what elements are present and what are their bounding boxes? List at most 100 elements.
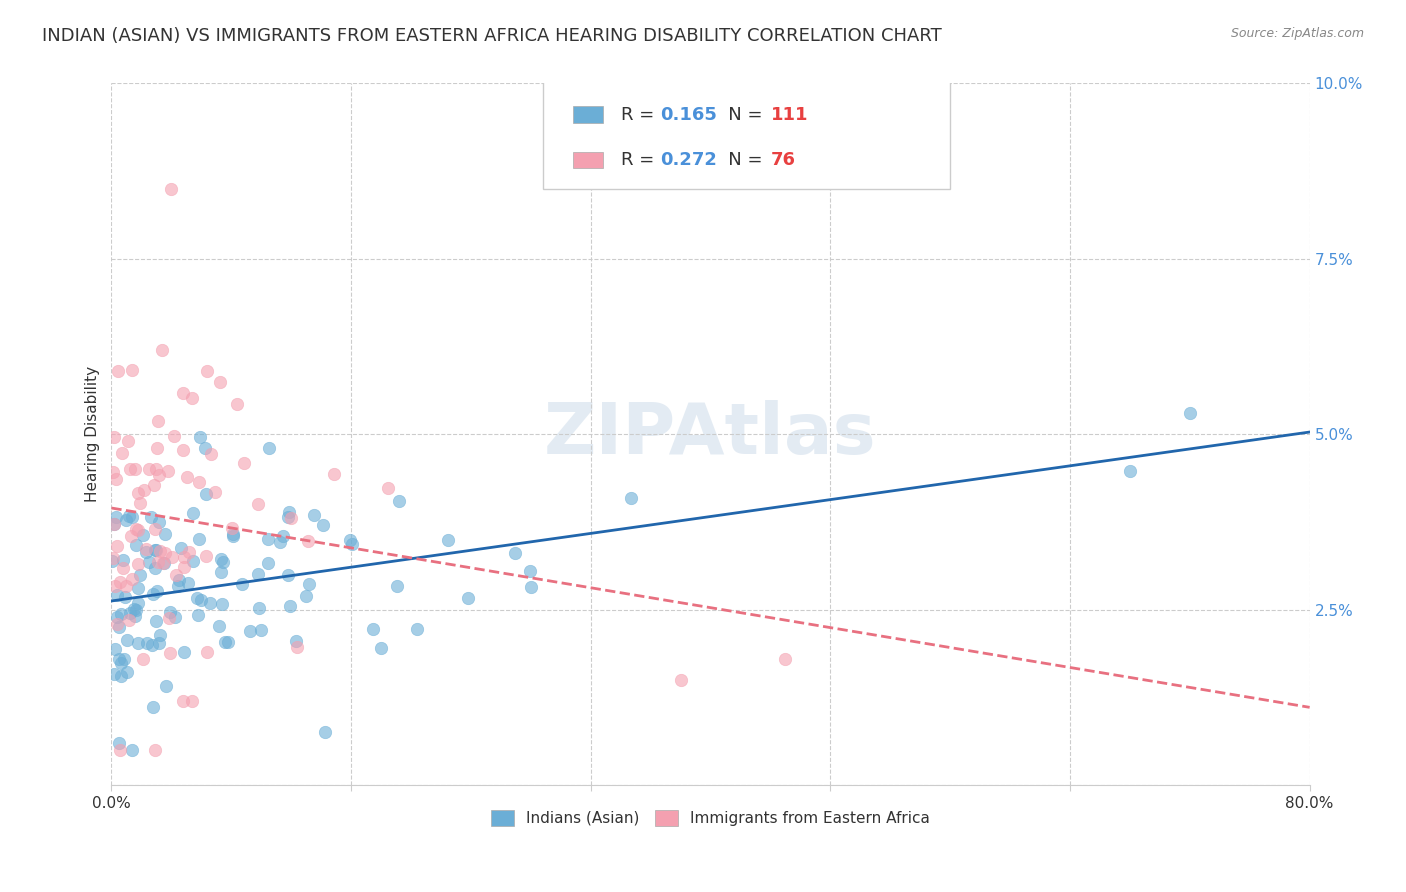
Point (121, 363, 143, 377)
Point (110, 669, 132, 683)
Text: 0.272: 0.272 (661, 151, 717, 169)
Point (127, 523, 149, 537)
Point (148, 628, 170, 642)
Point (247, 600, 270, 615)
Point (121, 743, 143, 757)
Point (339, 533, 361, 548)
Point (277, 568, 299, 582)
Point (294, 589, 316, 603)
Point (212, 555, 235, 569)
Point (620, 491, 643, 506)
Point (110, 743, 132, 757)
Point (118, 606, 141, 620)
Point (148, 555, 170, 569)
Point (153, 526, 176, 541)
Point (519, 564, 541, 578)
Point (238, 624, 260, 638)
Point (105, 539, 128, 553)
Point (142, 699, 165, 714)
Point (125, 538, 148, 552)
Point (186, 591, 208, 606)
Point (188, 532, 211, 546)
Point (152, 556, 174, 570)
Point (124, 609, 146, 624)
Point (127, 582, 149, 596)
Point (520, 581, 543, 595)
Point (118, 508, 141, 523)
Point (323, 467, 346, 481)
Point (297, 533, 319, 548)
Point (188, 430, 211, 444)
Point (198, 596, 221, 610)
Point (221, 521, 243, 535)
Point (138, 555, 160, 569)
Point (112, 652, 135, 666)
Point (103, 430, 125, 444)
Point (278, 599, 301, 613)
Point (385, 579, 408, 593)
Point (277, 510, 299, 524)
Point (143, 743, 166, 757)
Point (135, 541, 157, 556)
Point (165, 567, 187, 582)
Point (180, 391, 202, 405)
Point (503, 546, 526, 560)
Point (190, 592, 212, 607)
Point (231, 576, 253, 591)
Point (142, 587, 165, 601)
Point (209, 565, 232, 579)
Point (342, 537, 364, 551)
Point (105, 617, 128, 632)
Point (436, 533, 458, 547)
Point (149, 544, 172, 558)
Point (115, 579, 138, 593)
Point (257, 442, 280, 456)
Point (208, 619, 231, 633)
Point (195, 549, 218, 563)
Point (669, 673, 692, 687)
Point (118, 613, 141, 627)
Point (143, 543, 166, 558)
Point (108, 574, 131, 589)
Point (143, 560, 166, 574)
Point (302, 508, 325, 523)
Point (103, 516, 125, 531)
Point (145, 461, 167, 475)
Point (125, 522, 148, 536)
Point (377, 481, 399, 495)
Text: Source: ZipAtlas.com: Source: ZipAtlas.com (1230, 27, 1364, 40)
Point (139, 509, 162, 524)
Point (110, 607, 132, 622)
Point (406, 622, 429, 636)
Point (121, 572, 143, 586)
Point (221, 526, 243, 541)
Point (120, 529, 142, 543)
Point (361, 622, 384, 636)
Point (246, 497, 269, 511)
Text: N =: N = (710, 106, 768, 124)
Point (226, 397, 249, 411)
Point (195, 364, 218, 378)
Point (159, 646, 181, 660)
Point (269, 535, 291, 549)
Point (127, 486, 149, 500)
Y-axis label: Hearing Disability: Hearing Disability (86, 367, 100, 502)
Point (127, 636, 149, 650)
FancyBboxPatch shape (572, 152, 603, 169)
Point (125, 603, 148, 617)
Text: R =: R = (620, 151, 659, 169)
Point (115, 632, 138, 647)
Text: ZIPAtlas: ZIPAtlas (544, 400, 877, 469)
Point (146, 442, 169, 456)
Point (172, 694, 194, 708)
Point (111, 553, 134, 567)
Point (157, 464, 180, 478)
Point (167, 579, 190, 593)
Point (457, 591, 479, 606)
Point (187, 607, 209, 622)
Point (127, 596, 149, 610)
Point (222, 529, 245, 543)
FancyBboxPatch shape (543, 77, 950, 189)
Point (108, 651, 131, 665)
Point (114, 590, 136, 604)
